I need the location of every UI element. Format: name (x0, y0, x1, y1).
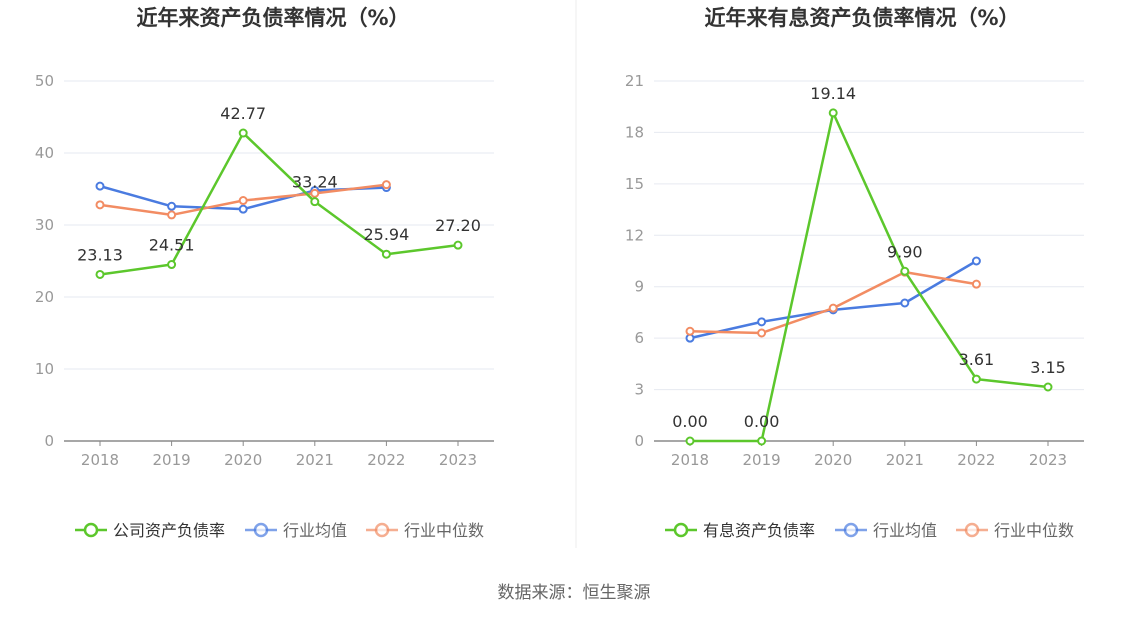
data-label: 9.90 (887, 242, 923, 261)
data-point-industry_avg (167, 201, 177, 211)
legend-item-industry_avg[interactable]: 行业均值 (245, 521, 347, 540)
data-label: 27.20 (435, 216, 481, 235)
data-point-company (685, 436, 695, 446)
series-line-company (690, 111, 1049, 443)
data-point-company (310, 197, 320, 207)
data-label: 0.00 (672, 412, 708, 431)
data-point-company (95, 269, 105, 279)
legend-label: 行业均值 (283, 521, 347, 540)
data-label: 42.77 (220, 104, 266, 123)
y-tick-label: 20 (35, 288, 54, 306)
series-line-company (99, 131, 459, 276)
legend-item-company[interactable]: 公司资产负债率 (75, 521, 225, 540)
data-point-industry_avg (757, 317, 767, 327)
data-point-industry_avg (238, 204, 248, 214)
legend-item-industry_median[interactable]: 行业中位数 (366, 521, 484, 540)
data-point-industry_median (828, 303, 838, 313)
data-point-industry_median (310, 188, 320, 198)
x-tick-label: 2019 (743, 451, 781, 469)
data-point-company (971, 374, 981, 384)
data-label: 3.61 (959, 350, 995, 369)
data-point-industry_median (167, 210, 177, 220)
data-point-industry_median (685, 326, 695, 336)
legend-label: 有息资产负债率 (703, 521, 815, 540)
y-tick-label: 50 (35, 72, 54, 90)
data-point-company (1043, 382, 1053, 392)
x-tick-label: 2022 (957, 451, 995, 469)
data-point-industry_median (757, 328, 767, 338)
legend-marker (253, 522, 269, 538)
legend-item-company[interactable]: 有息资产负债率 (665, 521, 815, 540)
x-tick-label: 2022 (367, 451, 405, 469)
y-tick-label: 0 (634, 432, 644, 450)
data-label: 0.00 (744, 412, 780, 431)
x-tick-label: 2020 (224, 451, 262, 469)
x-tick-label: 2021 (296, 451, 334, 469)
legend-marker (964, 522, 980, 538)
legend-marker (843, 522, 859, 538)
data-point-industry_median (971, 279, 981, 289)
data-point-industry_median (95, 200, 105, 210)
asset-liability-ratio-chart: 近年来资产负债率情况（%） 0 10 20 30 40 50 2018 2019 2020 2021… (35, 6, 494, 540)
x-tick-label: 2023 (1029, 451, 1067, 469)
data-source-label: 数据来源：恒生聚源 (498, 583, 651, 603)
data-point-industry_median (238, 196, 248, 206)
legend-label: 行业中位数 (994, 521, 1074, 540)
data-point-company (900, 266, 910, 276)
chart-title: 近年来资产负债率情况（%） (136, 6, 409, 30)
y-tick-label: 0 (44, 432, 54, 450)
data-point-company (757, 436, 767, 446)
data-label: 3.15 (1030, 358, 1066, 377)
series-line-industry_median (689, 270, 977, 335)
chart-title: 近年来有息资产负债率情况（%） (704, 6, 1019, 30)
x-tick-label: 2021 (886, 451, 924, 469)
legend-label: 公司资产负债率 (113, 521, 225, 540)
legend-label: 行业中位数 (404, 521, 484, 540)
data-label: 33.24 (292, 173, 338, 192)
y-tick-label: 6 (634, 329, 644, 347)
y-tick-label: 18 (625, 123, 644, 141)
legend-marker (673, 522, 689, 538)
data-label: 24.51 (149, 236, 195, 255)
legend-label: 行业均值 (873, 521, 937, 540)
data-label: 23.13 (77, 245, 123, 264)
x-tick-label: 2019 (153, 451, 191, 469)
x-tick-label: 2018 (81, 451, 119, 469)
data-point-company (167, 260, 177, 270)
data-point-industry_avg (95, 181, 105, 191)
data-label: 19.14 (810, 84, 856, 103)
data-point-industry_avg (971, 256, 981, 266)
legend-marker (374, 522, 390, 538)
data-label: 25.94 (363, 225, 409, 244)
data-point-company (828, 108, 838, 118)
series-line-industry_avg (689, 259, 978, 340)
y-tick-label: 15 (625, 175, 644, 193)
interest-bearing-liability-ratio-chart: 近年来有息资产负债率情况（%） 0 3 6 9 12 15 18 21 2018 2019 2020 2… (625, 6, 1084, 540)
data-point-company (381, 249, 391, 259)
data-point-company (453, 240, 463, 250)
y-tick-label: 21 (625, 72, 644, 90)
y-tick-label: 10 (35, 360, 54, 378)
data-point-industry_median (381, 180, 391, 190)
x-tick-label: 2020 (814, 451, 852, 469)
data-point-industry_avg (900, 298, 910, 308)
y-tick-label: 9 (634, 278, 644, 296)
legend-item-industry_median[interactable]: 行业中位数 (956, 521, 1074, 540)
y-tick-label: 3 (634, 381, 644, 399)
legend-marker (83, 522, 99, 538)
x-tick-label: 2018 (671, 451, 709, 469)
y-tick-label: 30 (35, 216, 54, 234)
y-tick-label: 40 (35, 144, 54, 162)
x-tick-label: 2023 (439, 451, 477, 469)
y-tick-label: 12 (625, 226, 644, 244)
data-point-company (238, 128, 248, 138)
legend-item-industry_avg[interactable]: 行业均值 (835, 521, 937, 540)
